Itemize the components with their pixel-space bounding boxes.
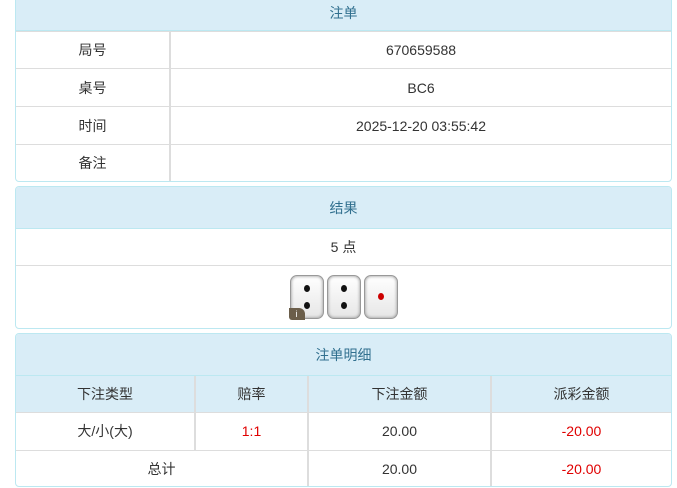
die-3	[363, 275, 398, 319]
result-points: 5 点	[330, 239, 357, 255]
col-payout: 派彩金额	[490, 376, 671, 412]
table-row: 局号 670659588	[16, 31, 671, 69]
col-bet-type: 下注类型	[77, 385, 133, 402]
remark-label: 备注	[16, 144, 170, 181]
total-payout: -20.00	[490, 449, 671, 486]
round-label: 局号	[16, 31, 170, 69]
remark-value	[169, 144, 671, 181]
dice-row: i	[16, 265, 671, 328]
bet-type: 大/小(大)	[16, 411, 195, 450]
table-row: 大/小(大) 1:1 20.00 -20.00	[16, 411, 671, 450]
result-panel-title: 结果	[16, 187, 671, 229]
table-row: 备注	[16, 144, 671, 181]
total-label: 总计	[16, 449, 308, 486]
round-value: 670659588	[169, 31, 671, 69]
detail-table: 下注类型 赔率 下注金额 派彩金额 大/小(大) 1:1 20.00 -20.0…	[16, 376, 671, 486]
col-bet-amount: 下注金额	[307, 376, 491, 412]
payout: -20.00	[490, 411, 671, 450]
detail-panel-title: 注单明细	[16, 334, 671, 376]
order-panel-title: 注单	[16, 0, 671, 31]
order-table: 局号 670659588 桌号 BC6 时间 2025-12-20 03:55:42 …	[16, 31, 671, 181]
total-bet: 20.00	[307, 449, 491, 486]
order-panel: 注单 局号 670659588 桌号 BC6 时间 2025-12-20 03:55:…	[15, 0, 672, 182]
time-label: 时间	[16, 106, 170, 145]
col-odds: 赔率	[194, 376, 308, 412]
die-2	[326, 275, 361, 319]
odds: 1:1	[194, 411, 308, 450]
table-value: BC6	[169, 68, 671, 107]
bet-amount: 20.00	[307, 411, 491, 450]
die-1: i	[288, 275, 324, 320]
result-panel: 结果 5 点 i	[15, 186, 672, 329]
time-value: 2025-12-20 03:55:42	[169, 106, 671, 145]
info-badge[interactable]: i	[288, 308, 305, 320]
table-row: 桌号 BC6	[16, 68, 671, 107]
table-row: 时间 2025-12-20 03:55:42	[16, 106, 671, 145]
detail-panel: 注单明细 下注类型 赔率 下注金额 派彩金额 大/小(大) 1:1 20.00 …	[15, 333, 672, 487]
table-label: 桌号	[16, 68, 170, 107]
table-header-row: 下注类型 赔率 下注金额 派彩金额	[16, 376, 671, 412]
total-row: 总计 20.00 -20.00	[16, 449, 671, 486]
